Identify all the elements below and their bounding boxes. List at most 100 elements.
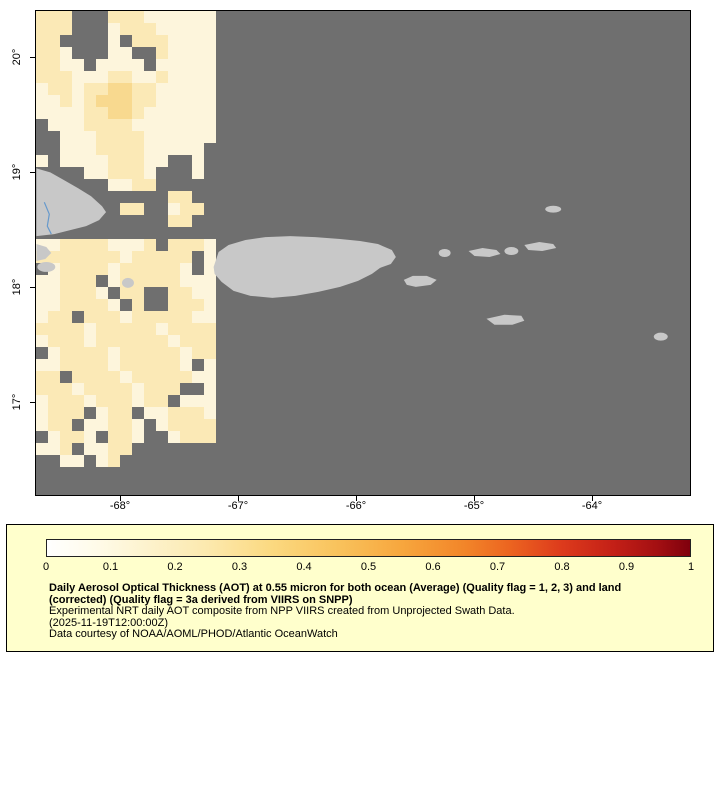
aot-grid-cell [84, 71, 96, 83]
aot-grid-cell [144, 323, 156, 335]
aot-grid-cell [144, 263, 156, 275]
aot-grid-cell [204, 407, 216, 419]
aot-grid-cell [168, 131, 180, 143]
aot-grid-cell [48, 287, 60, 299]
legend-panel: 0 0.1 0.2 0.3 0.4 0.5 0.6 0.7 0.8 0.9 1 Daily Aero… [6, 524, 714, 652]
aot-grid-cell [120, 83, 132, 95]
aot-grid-cell [120, 263, 132, 275]
aot-grid-cell [84, 131, 96, 143]
x-axis-tick [592, 496, 593, 501]
colorbar-tick-label: 0 [42, 561, 50, 573]
aot-grid-cell [168, 107, 180, 119]
aot-grid-cell [168, 347, 180, 359]
aot-grid-cell [180, 275, 192, 287]
aot-grid-cell [120, 11, 132, 23]
aot-grid-cell [108, 455, 120, 467]
aot-grid-cell [192, 155, 204, 167]
aot-grid-cell [108, 59, 120, 71]
aot-grid-cell [132, 359, 144, 371]
aot-grid-cell [180, 59, 192, 71]
aot-grid-cell [192, 275, 204, 287]
aot-grid-cell [84, 167, 96, 179]
land-mona-island [121, 277, 134, 288]
aot-grid-cell [72, 455, 84, 467]
aot-grid-cell [156, 59, 168, 71]
aot-grid-cell [72, 263, 84, 275]
aot-grid-cell [120, 71, 132, 83]
aot-grid-cell [36, 419, 48, 431]
aot-grid-cell [96, 395, 108, 407]
aot-grid-cell [132, 395, 144, 407]
legend-title: Daily Aerosol Optical Thickness (AOT) at… [49, 582, 622, 606]
aot-grid-cell [36, 155, 48, 167]
aot-grid-cell [120, 395, 132, 407]
aot-grid-cell [132, 299, 144, 311]
aot-grid-cell [84, 143, 96, 155]
aot-grid-cell [96, 347, 108, 359]
aot-grid-cell [180, 431, 192, 443]
aot-grid-cell [120, 107, 132, 119]
aot-grid-cell [168, 407, 180, 419]
aot-grid-cell [156, 371, 168, 383]
land-saona-island [37, 261, 56, 272]
aot-grid-cell [84, 371, 96, 383]
aot-grid-cell [204, 371, 216, 383]
aot-grid-cell [204, 263, 216, 275]
aot-grid-cell [168, 47, 180, 59]
colorbar-tick-label: 0.6 [425, 561, 441, 573]
aot-grid-cell [72, 107, 84, 119]
aot-grid-cell [168, 383, 180, 395]
aot-grid-cell [156, 323, 168, 335]
aot-grid-cell [180, 347, 192, 359]
aot-grid-cell [168, 71, 180, 83]
aot-grid-cell [48, 275, 60, 287]
aot-grid-cell [192, 119, 204, 131]
aot-grid-cell [192, 287, 204, 299]
colorbar-tick-label: 0.3 [231, 561, 248, 573]
aot-grid-cell [84, 323, 96, 335]
aot-grid-cell [60, 95, 72, 107]
aot-grid-cell [144, 143, 156, 155]
aot-grid-cell [60, 407, 72, 419]
aot-grid-cell [180, 47, 192, 59]
aot-grid-cell [132, 83, 144, 95]
aot-grid-cell [192, 107, 204, 119]
aot-grid-cell [96, 119, 108, 131]
aot-grid-cell [180, 71, 192, 83]
aot-grid-cell [48, 299, 60, 311]
aot-grid-cell [204, 359, 216, 371]
aot-grid-cell [108, 263, 120, 275]
aot-grid-cell [96, 455, 108, 467]
aot-grid-cell [180, 371, 192, 383]
aot-grid-cell [96, 383, 108, 395]
aot-grid-cell [108, 335, 120, 347]
aot-grid-cell [144, 347, 156, 359]
aot-grid-cell [144, 71, 156, 83]
aot-grid-cell [132, 71, 144, 83]
aot-grid-cell [192, 371, 204, 383]
aot-grid-cell [192, 167, 204, 179]
aot-grid-cell [204, 71, 216, 83]
aot-grid-cell [120, 407, 132, 419]
aot-grid-cell [168, 215, 180, 227]
colorbar-tick-label: 0.2 [167, 561, 183, 573]
aot-grid-cell [168, 299, 180, 311]
y-axis-tick-label: 18° [11, 278, 23, 296]
aot-grid-cell [144, 371, 156, 383]
aot-grid-cell [36, 323, 48, 335]
aot-grid-cell [60, 143, 72, 155]
aot-grid-cell [120, 347, 132, 359]
aot-grid-cell [204, 335, 216, 347]
aot-grid-cell [168, 191, 180, 203]
aot-grid-cell [204, 395, 216, 407]
aot-grid-cell [144, 383, 156, 395]
aot-grid-cell [180, 215, 192, 227]
aot-grid-cell [36, 35, 48, 47]
aot-grid-cell [144, 83, 156, 95]
aot-grid-cell [132, 371, 144, 383]
aot-grid-cell [132, 119, 144, 131]
aot-grid-cell [48, 107, 60, 119]
aot-grid-cell [168, 335, 180, 347]
aot-grid-cell [96, 407, 108, 419]
colorbar-tick-label: 0.7 [489, 561, 506, 573]
